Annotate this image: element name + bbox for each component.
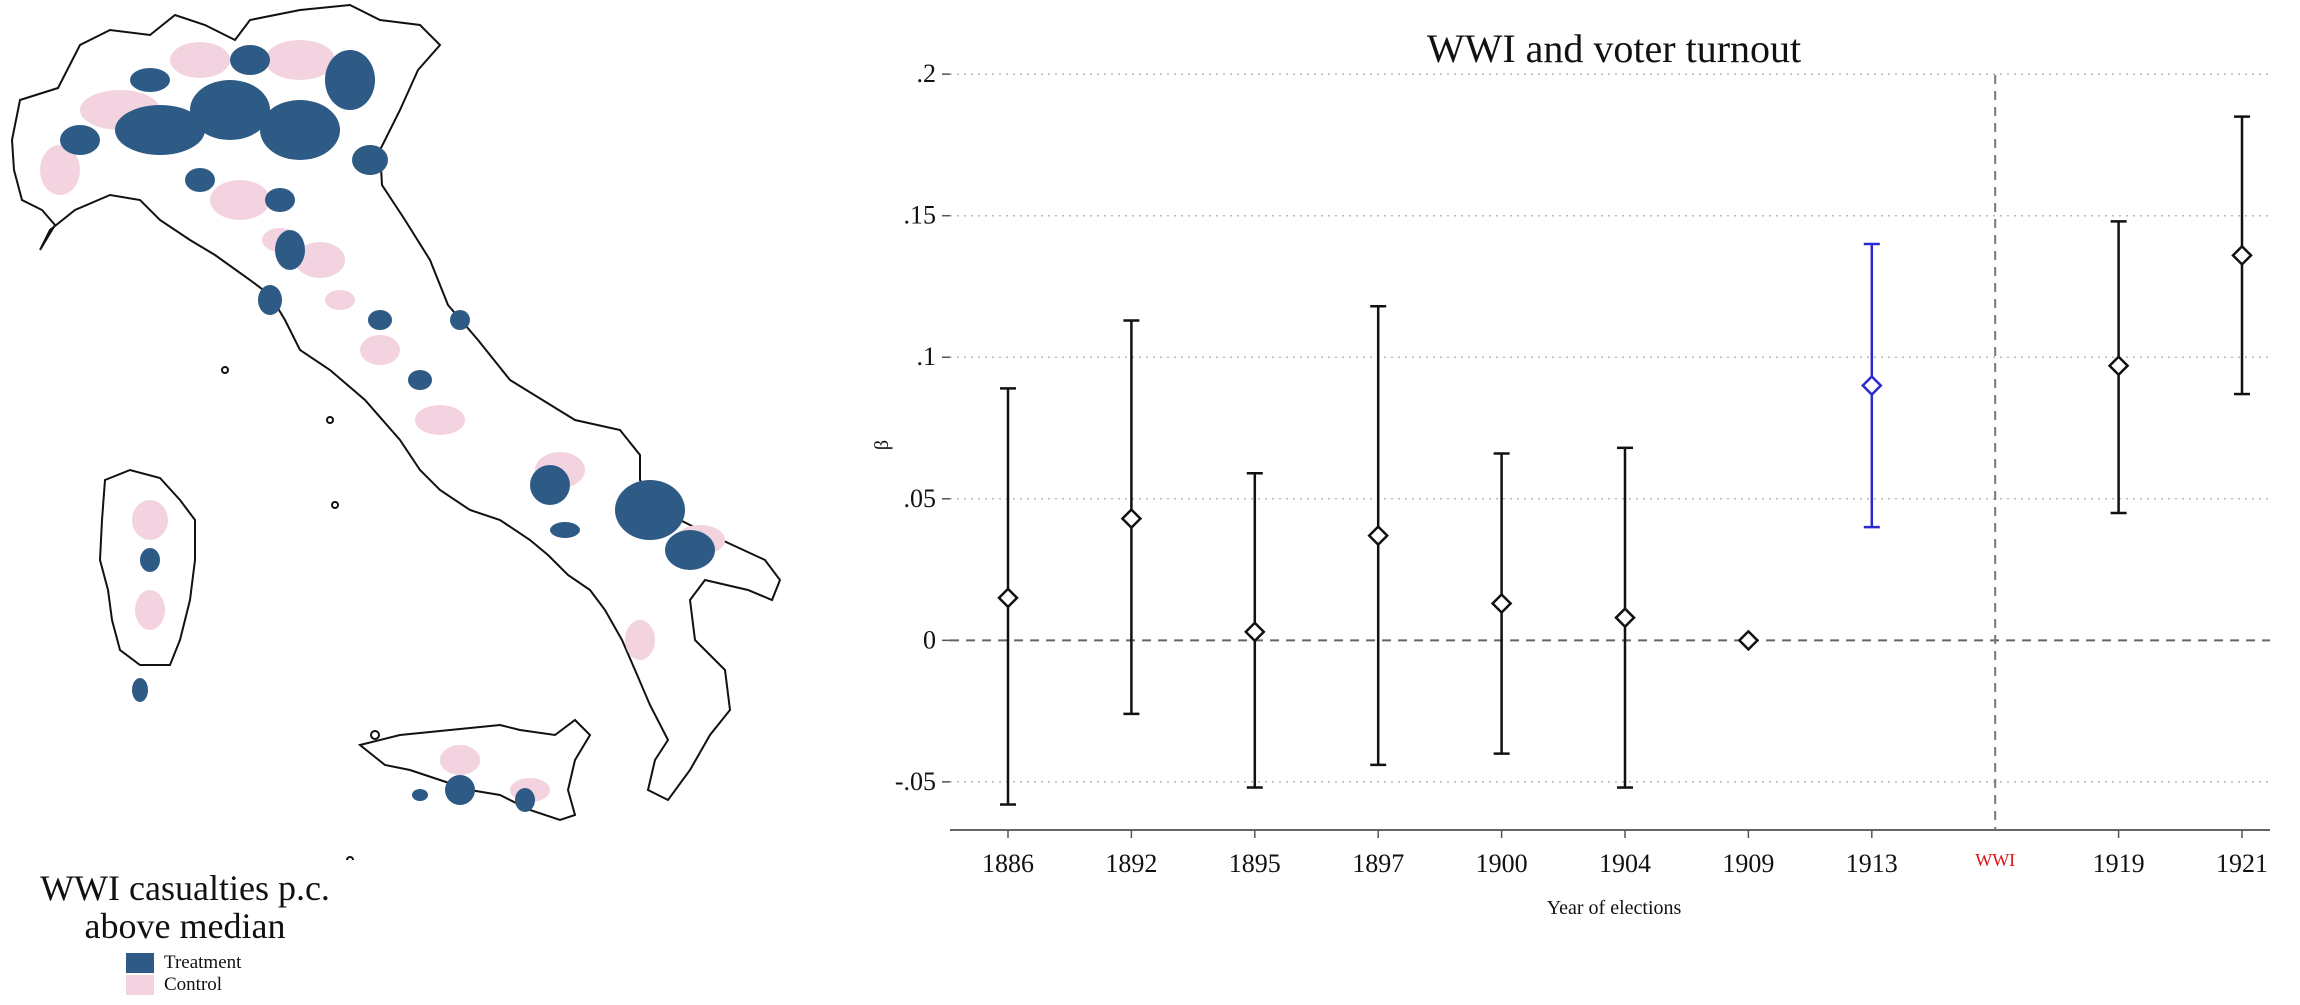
point-marker-1921 (2231, 244, 2253, 267)
control-swatch (126, 975, 154, 995)
wwi-event-label: WWI (1975, 850, 2015, 870)
mainland-italy-outline (10, 3, 782, 802)
x-tick-label: 1913 (1846, 849, 1898, 878)
x-tick-label: 1895 (1229, 849, 1281, 878)
treatment-swatch (126, 953, 154, 973)
x-tick-label: 1892 (1105, 849, 1157, 878)
x-tick-label: 1921 (2216, 849, 2268, 878)
island-dot (221, 366, 229, 374)
treatment-label: Treatment (164, 952, 242, 973)
x-tick-label: 1904 (1599, 849, 1651, 878)
point-marker-1919 (2107, 354, 2130, 377)
y-tick-label: -.05 (895, 767, 936, 796)
sicily-outline (357, 718, 592, 822)
x-tick-label: 1900 (1476, 849, 1528, 878)
legend-item-treatment: Treatment (126, 952, 241, 974)
island-dot (331, 501, 339, 509)
x-tick-label: 1886 (982, 849, 1034, 878)
x-axis-label: Year of elections (1547, 897, 1682, 919)
y-tick-label: .15 (904, 201, 937, 230)
y-tick-label: .1 (917, 342, 937, 371)
map-legend-title-line2: above median (84, 906, 286, 946)
island-dot (326, 416, 334, 424)
point-marker-1909 (1737, 629, 1760, 652)
treatment-regions (60, 45, 715, 812)
turnout-coefficient-chart: WWI and voter turnout Year of elections … (871, 26, 2270, 919)
italy-treatment-map (10, 3, 782, 864)
y-tick-label: .05 (904, 484, 937, 513)
y-tick-label: .2 (917, 59, 937, 88)
x-tick-label: 1897 (1352, 849, 1404, 878)
legend-item-control: Control (126, 974, 222, 996)
x-tick-label: 1919 (2093, 849, 2145, 878)
point-marker-1895 (1244, 621, 1266, 643)
point-marker-1913 (1861, 374, 1883, 397)
control-label: Control (164, 974, 223, 995)
island-dot (346, 856, 354, 864)
map-legend-title-line1: WWI casualties p.c. (40, 868, 330, 908)
y-axis-label: β (871, 440, 893, 450)
turnout-chart-panel: WWI and voter turnout Year of elections … (860, 0, 2300, 1000)
point-marker-1904 (1614, 606, 1636, 629)
point-marker-1886 (997, 587, 1019, 609)
island-dot (370, 730, 380, 740)
italy-map-panel: WWI casualties p.c. above median Treatme… (0, 0, 860, 1000)
point-marker-1900 (1490, 592, 1513, 615)
chart-title: WWI and voter turnout (1427, 26, 1801, 71)
x-tick-label: 1909 (1722, 849, 1774, 878)
point-marker-1897 (1367, 524, 1389, 547)
y-tick-label: 0 (923, 625, 936, 654)
point-marker-1892 (1120, 507, 1143, 530)
